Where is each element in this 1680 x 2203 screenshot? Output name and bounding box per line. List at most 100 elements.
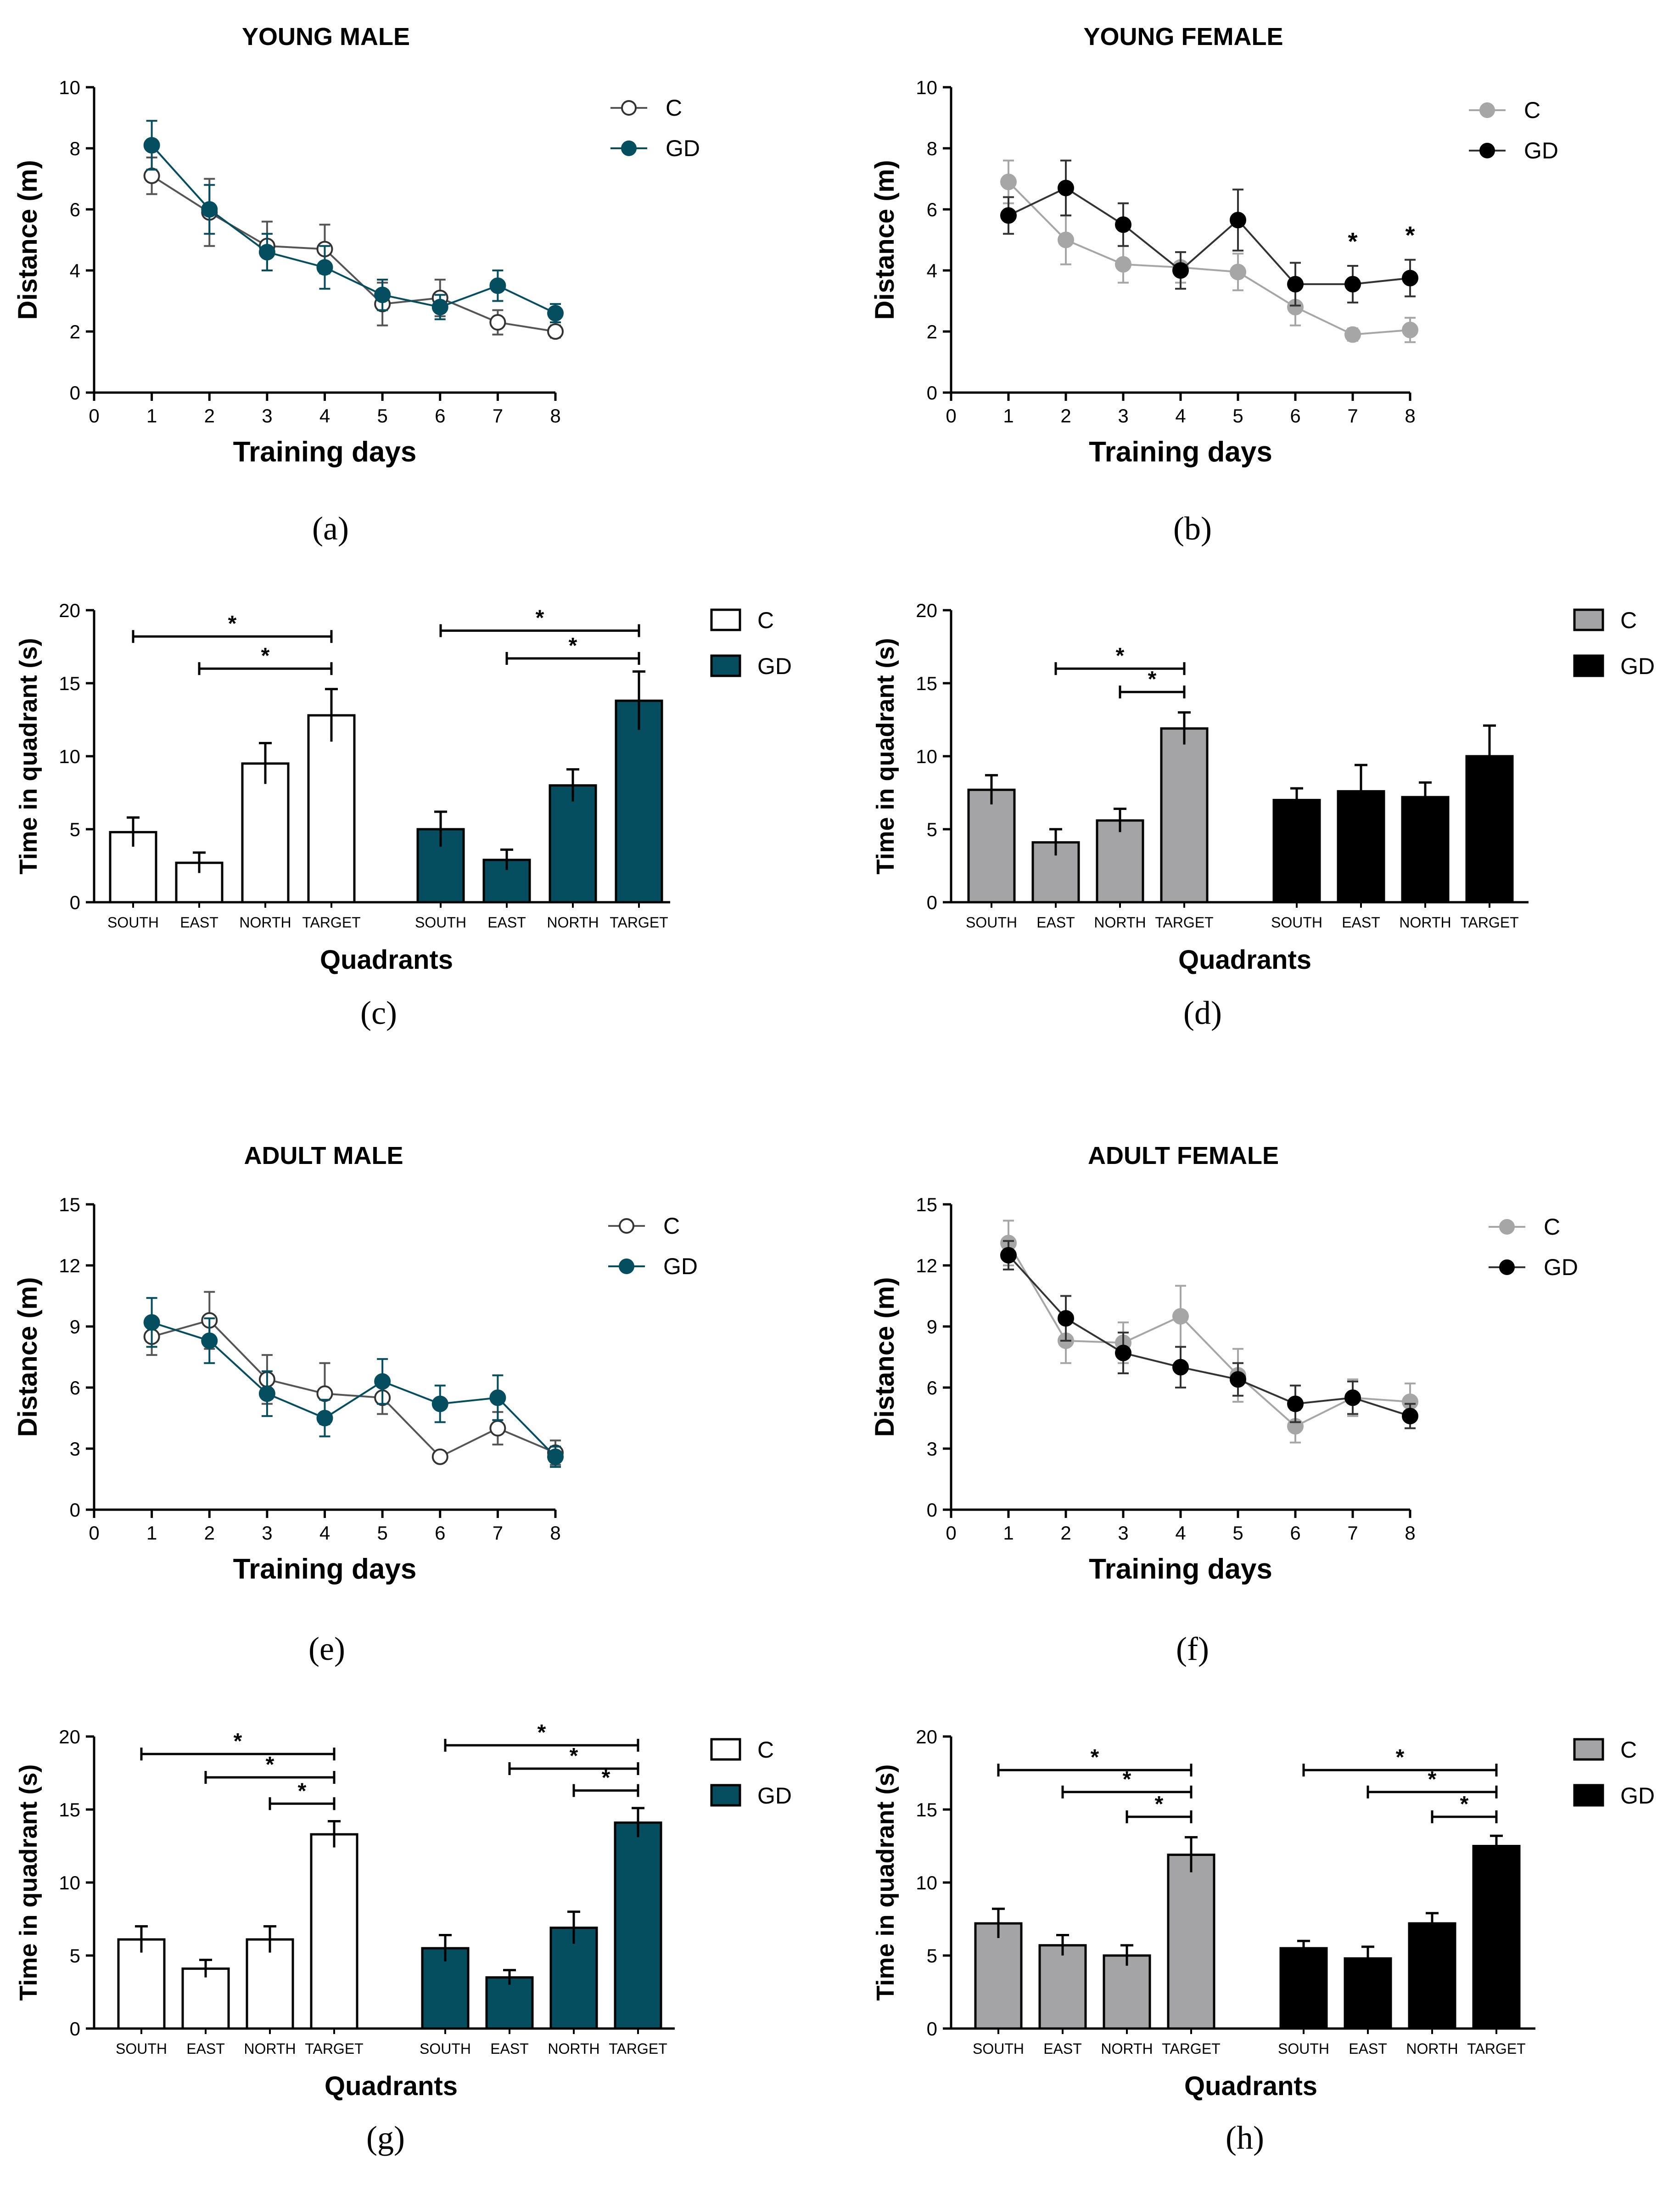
y-tick-label: 2 (927, 321, 937, 343)
y-tick-label: 20 (916, 600, 937, 621)
bar-C-north (241, 762, 290, 904)
y-axis-label: Distance (m) (13, 160, 43, 320)
data-point-GD (1172, 262, 1189, 279)
y-tick-label: 4 (70, 260, 80, 281)
data-point-C (1115, 256, 1131, 273)
data-point-GD (431, 298, 448, 315)
significance-star: * (261, 644, 270, 668)
legend-marker-GD (1479, 143, 1495, 158)
x-tick-label: 4 (1175, 1522, 1186, 1544)
y-tick-label: 6 (70, 1377, 80, 1399)
data-point-GD (1287, 1395, 1304, 1412)
data-point-GD (258, 1385, 275, 1402)
category-label: EAST (1036, 914, 1075, 931)
y-tick-label: 9 (927, 1316, 937, 1338)
y-tick-label: 15 (59, 673, 80, 694)
data-point-GD (374, 1373, 391, 1390)
significance-star: * (538, 1720, 546, 1745)
category-label: NORTH (1399, 914, 1451, 931)
x-tick-label: 7 (1347, 405, 1358, 427)
x-tick-label: 8 (1405, 405, 1415, 427)
y-tick-label: 8 (927, 138, 937, 159)
bar-C-east (181, 1967, 230, 2030)
bar-chart-h: 0 5 10 15 20 SOUTH EAST NORTH TARGET SOUTH EAST NOR… (872, 1726, 1655, 2156)
legend-label-GD: GD (1620, 1783, 1655, 1809)
y-tick-label: 0 (927, 1499, 937, 1521)
legend-marker-C (1499, 1219, 1515, 1235)
x-axis-label: Quadrants (1184, 2071, 1317, 2101)
y-axis-label: Time in quadrant (s) (872, 1764, 899, 2001)
legend-swatch-C (1573, 608, 1604, 631)
y-axis-label: Distance (m) (870, 160, 900, 320)
data-point-C (1402, 321, 1418, 338)
x-axis-label: Training days (1089, 1553, 1272, 1585)
significance-star: * (266, 1753, 274, 1777)
data-point-GD (1115, 216, 1131, 233)
legend-marker-GD (619, 1259, 634, 1274)
y-tick-label: 0 (927, 382, 937, 404)
y-tick-label: 10 (59, 1872, 80, 1894)
significance-star: * (1460, 1792, 1469, 1816)
bar-C-target (307, 714, 356, 904)
x-tick-label: 2 (1060, 405, 1071, 427)
data-point-C (489, 1420, 506, 1437)
category-label: SOUTH (107, 914, 159, 931)
x-tick-label: 4 (319, 1522, 330, 1544)
y-tick-label: 3 (70, 1438, 80, 1460)
x-tick-label: 3 (262, 405, 272, 427)
significance-star: * (234, 1729, 242, 1753)
y-tick-label: 0 (70, 382, 80, 404)
bar-GD-south (421, 1947, 470, 2030)
chart-title: ADULT MALE (244, 1142, 403, 1169)
legend-label-GD: GD (1620, 653, 1655, 679)
legend-swatch-C (1573, 1738, 1604, 1761)
legend-swatch-C (710, 608, 741, 631)
significance-star: * (1148, 667, 1157, 691)
data-point-C (489, 314, 506, 331)
legend-label-C: C (1544, 1214, 1560, 1240)
category-label: NORTH (244, 2040, 296, 2057)
significance-star: * (1123, 1767, 1131, 1792)
x-tick-label: 6 (435, 1522, 445, 1544)
x-tick-label: 4 (1175, 405, 1186, 427)
bar-GD-south (1279, 1947, 1328, 2030)
y-tick-label: 5 (70, 1945, 80, 1967)
bar-chart-d: 0 5 10 15 20 SOUTH EAST NORTH TARGET SOUTH EAST NOR… (872, 600, 1655, 1031)
category-label: SOUTH (116, 2040, 167, 2057)
x-tick-label: 6 (1290, 1522, 1300, 1544)
legend-marker-C (621, 100, 637, 116)
category-label: TARGET (305, 2040, 363, 2057)
category-label: TARGET (1155, 914, 1213, 931)
bar-C-south (967, 788, 1016, 904)
significance-star: * (1348, 228, 1357, 255)
series-line-GD (1008, 187, 1411, 285)
series-line-C (151, 175, 556, 332)
data-point-GD (1344, 275, 1361, 292)
x-tick-label: 4 (319, 405, 330, 427)
data-point-GD (1344, 1389, 1361, 1406)
category-label: NORTH (547, 914, 599, 931)
x-axis-label: Training days (1089, 436, 1272, 468)
data-point-GD (489, 277, 506, 294)
y-tick-label: 0 (927, 2018, 937, 2040)
x-tick-label: 7 (493, 405, 503, 427)
data-point-C (143, 167, 160, 184)
y-tick-label: 5 (927, 1945, 937, 1967)
x-tick-label: 5 (377, 1522, 387, 1544)
y-tick-label: 20 (59, 600, 80, 621)
data-point-GD (201, 201, 218, 218)
data-point-GD (547, 305, 564, 322)
x-tick-label: 5 (1232, 405, 1243, 427)
legend-label-GD: GD (757, 1783, 792, 1809)
data-point-GD (1287, 275, 1304, 292)
data-point-GD (547, 1448, 564, 1465)
panel-caption: (g) (366, 2119, 405, 2156)
x-tick-label: 1 (1003, 405, 1014, 427)
data-point-GD (1115, 1344, 1131, 1361)
bar-GD-south (1272, 798, 1321, 904)
y-tick-label: 5 (70, 819, 80, 840)
data-point-C (1172, 1308, 1189, 1325)
